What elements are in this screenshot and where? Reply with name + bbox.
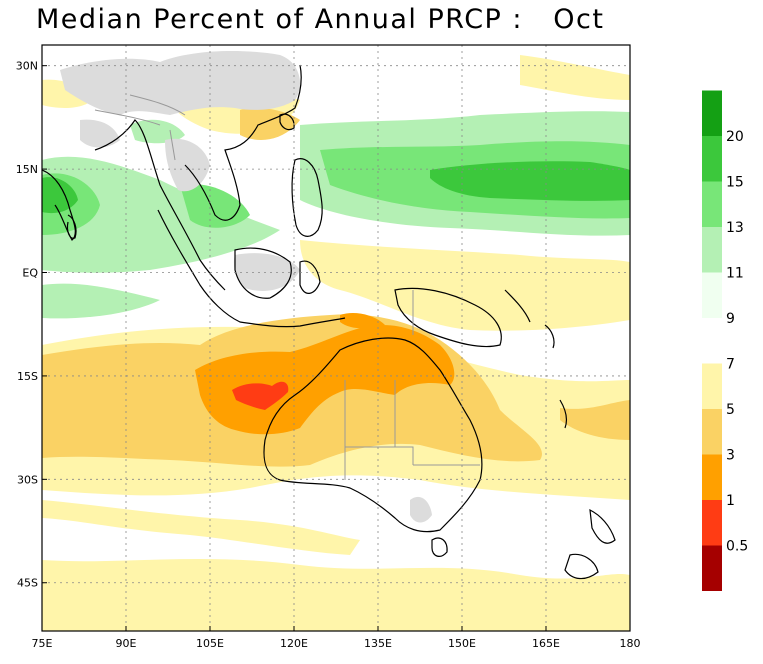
lat-tick-label: 45S — [17, 577, 38, 590]
colorbar-label: 3 — [726, 448, 735, 464]
map-panel — [42, 45, 630, 631]
coastline-bay-of-bengal — [94, 119, 226, 291]
colorbar-swatch — [702, 136, 722, 182]
gridlines — [42, 45, 630, 631]
map-title: Median Percent of Annual PRCP : Oct — [36, 4, 605, 35]
colorbar-label: 20 — [726, 129, 744, 145]
coastline-pacific-islands — [504, 289, 567, 429]
lat-tick-label: 15S — [17, 370, 38, 383]
colorbar-swatch — [702, 545, 722, 591]
lat-tick-label: 30N — [16, 60, 38, 73]
lat-tick-label: 30S — [17, 473, 38, 486]
coastline-new-guinea — [394, 287, 502, 348]
colorbar-swatch — [702, 409, 722, 455]
coastline-indochina-china — [184, 64, 302, 221]
lon-tick-label: 180 — [620, 637, 641, 650]
colorbar-label: 1 — [726, 493, 735, 509]
map-frame — [41, 44, 631, 632]
coastline-australia — [263, 337, 483, 533]
colorbar-label: 11 — [726, 266, 744, 282]
colorbar-swatch — [702, 272, 722, 318]
shade-gray-land — [60, 50, 432, 523]
coastline-borneo — [234, 247, 292, 299]
lon-tick-label: 75E — [32, 637, 53, 650]
colorbar-label: 0.5 — [726, 539, 748, 555]
coastline-sri-lanka — [66, 214, 77, 239]
lat-tick-label: EQ — [22, 267, 38, 280]
lon-tick-label: 135E — [364, 637, 392, 650]
lat-tick-label: 15N — [16, 163, 38, 176]
axis-ticks: 75E 90E 105E 120E 135E 150E 165E 180 30N 15N EQ 15S… — [16, 60, 641, 650]
shade-red — [232, 381, 289, 410]
political-borders — [94, 94, 480, 480]
lon-tick-label: 150E — [448, 637, 476, 650]
lon-tick-label: 105E — [196, 637, 224, 650]
colorbar-swatch — [702, 90, 722, 136]
lon-tick-label: 165E — [532, 637, 560, 650]
colorbar-label: 15 — [726, 175, 744, 191]
colorbar-swatch — [702, 227, 722, 273]
coastlines — [42, 64, 616, 580]
lon-tick-label: 90E — [116, 637, 137, 650]
colorbar-label: 7 — [726, 357, 735, 373]
coastline-taiwan — [279, 113, 295, 131]
coastline-sulawesi — [299, 260, 321, 294]
coastline-new-zealand — [564, 508, 616, 580]
colorbar-label: 9 — [726, 311, 735, 327]
coastline-sumatra-java — [157, 209, 346, 328]
lon-tick-label: 120E — [280, 637, 308, 650]
colorbar-swatch — [702, 363, 722, 409]
colorbar-label: 13 — [726, 220, 744, 236]
coastline-india — [42, 169, 76, 241]
colorbar-swatch — [702, 181, 722, 227]
colorbar-swatch — [702, 318, 722, 364]
colorbar-label: 5 — [726, 402, 735, 418]
colorbar-swatch — [702, 454, 722, 500]
coastline-philippines — [291, 158, 323, 237]
colorbar-swatch — [702, 500, 722, 546]
coastline-tasmania — [431, 537, 448, 557]
shade-green — [42, 161, 630, 214]
